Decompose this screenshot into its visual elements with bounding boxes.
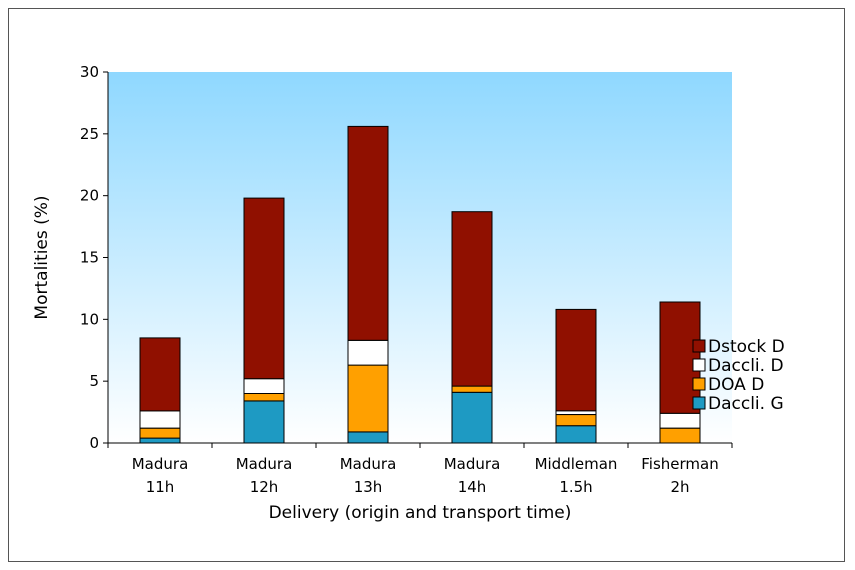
bar-segment (659, 301, 701, 414)
x-tick-label: Madura (444, 455, 501, 473)
labels-layer: 0 5 10 15 20 25 30 Madura 11h Madura 12h Madura 13h M… (80, 63, 719, 496)
legend-label: DOA D (708, 375, 764, 395)
bar-segment (347, 364, 389, 433)
stacked-bar-chart: 0 5 10 15 20 25 30 Madura 11h Madura 12h Madura 13h M… (32, 63, 785, 523)
x-tick-label: Madura (132, 455, 189, 473)
x-tick-label: Middleman (535, 455, 618, 473)
x-tick-label: 2h (670, 478, 689, 496)
plot-area (108, 72, 732, 443)
y-tick-label: 0 (89, 434, 99, 452)
bar-segment (243, 378, 285, 395)
x-tick-label: 1.5h (559, 478, 592, 496)
legend-label: Dstock D (708, 337, 785, 357)
bar-segment (347, 125, 389, 341)
x-tick-label: Fisherman (641, 455, 718, 473)
bars-layer (139, 125, 701, 444)
legend-swatch (692, 358, 706, 372)
bar-segment (555, 425, 597, 444)
x-axis-title: Delivery (origin and transport time) (269, 503, 572, 523)
bar-segment (139, 427, 181, 439)
y-tick-label: 30 (80, 63, 99, 81)
bar-segment (555, 414, 597, 427)
y-tick-label: 15 (80, 249, 99, 267)
x-tick-label: 13h (354, 478, 383, 496)
legend-label: Daccli. D (708, 356, 784, 376)
chart-frame: 0 5 10 15 20 25 30 Madura 11h Madura 12h Madura 13h M… (8, 8, 845, 562)
legend-label: Daccli. G (708, 394, 784, 414)
bar-segment (139, 410, 181, 429)
x-tick-label: Madura (340, 455, 397, 473)
bar-segment (347, 431, 389, 444)
bar-segment (243, 393, 285, 402)
x-tick-label: Madura (236, 455, 293, 473)
y-tick-label: 10 (80, 310, 99, 328)
bar-segment (659, 412, 701, 429)
legend-swatch (692, 339, 706, 353)
y-tick-label: 20 (80, 187, 99, 205)
y-tick-label: 25 (80, 125, 99, 143)
y-axis-title: Mortalities (%) (32, 195, 52, 319)
bar-segment (139, 337, 181, 412)
bar-segment (659, 427, 701, 444)
x-tick-label: 14h (458, 478, 487, 496)
legend-swatch (692, 396, 706, 410)
x-tick-label: 11h (146, 478, 175, 496)
bar-segment (243, 400, 285, 444)
bar-segment (139, 437, 181, 444)
bar-segment (451, 211, 493, 387)
bar-segment (451, 391, 493, 444)
bar-segment (451, 385, 493, 393)
bar-segment (243, 197, 285, 380)
bar-segment (555, 308, 597, 412)
bar-segment (347, 339, 389, 366)
bar-segment (555, 410, 597, 415)
legend-swatch (692, 377, 706, 391)
x-tick-label: 12h (250, 478, 279, 496)
y-tick-label: 5 (89, 372, 99, 390)
axes-layer (103, 71, 733, 448)
